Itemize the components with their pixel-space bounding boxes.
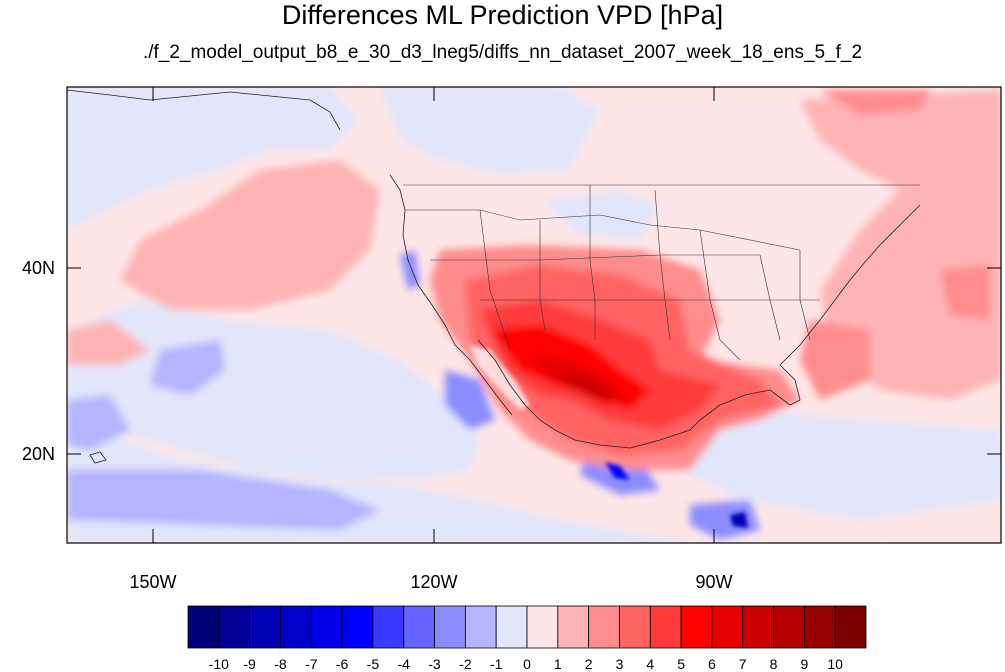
colorbar-tick-label: -8 (274, 656, 287, 672)
colorbar-tick-label: -2 (459, 656, 472, 672)
colorbar-box (619, 605, 651, 649)
colorbar-tick-label: 4 (646, 656, 655, 672)
lon-tick-label: 120W (410, 572, 458, 592)
vpd-difference-field (67, 87, 1001, 543)
colorbar-box (341, 605, 374, 649)
colorbar-box (649, 605, 682, 649)
colorbar-box (280, 605, 312, 649)
colorbar-tick-label: 1 (553, 656, 562, 672)
colorbar-tick-label: -7 (305, 656, 318, 672)
axis-ticks (67, 87, 1001, 543)
colorbar-tick-label: -4 (397, 656, 410, 672)
colorbar-tick-label: 3 (615, 656, 624, 672)
colorbar-tick-label: 5 (677, 656, 685, 672)
colorbar-tick-label: -6 (335, 656, 349, 672)
colorbar-box (249, 605, 281, 649)
colorbar-box (310, 605, 343, 649)
colorbar-box (218, 605, 251, 649)
colorbar-box (495, 605, 528, 649)
colorbar-box (187, 605, 220, 649)
colorbar-tick-label: 10 (827, 656, 843, 672)
lon-tick-label: 150W (129, 572, 177, 592)
plot-title: Differences ML Prediction VPD [hPa] (281, 0, 724, 30)
colorbar-box (588, 605, 620, 649)
map-frame (66, 86, 1002, 544)
colorbar-tick-label: -3 (428, 656, 441, 672)
plot-subtitle: ./f_2_model_output_b8_e_30_d3_lneg5/diff… (142, 42, 863, 63)
colorbar-tick-label: 9 (800, 656, 809, 672)
colorbar (187, 605, 867, 649)
colorbar-box (834, 605, 867, 649)
colorbar-tick-label: 0 (523, 656, 531, 672)
colorbar-tick-label: 7 (738, 656, 747, 672)
colorbar-tick-label: -5 (366, 656, 380, 672)
state-borders (403, 184, 920, 361)
colorbar-box (464, 605, 497, 649)
colorbar-tick-label: -1 (489, 656, 503, 672)
lon-tick-label: 90W (695, 572, 733, 592)
colorbar-box (526, 605, 559, 649)
colorbar-tick-label: 2 (584, 656, 593, 672)
colorbar-box (372, 605, 405, 649)
colorbar-tick-label: 6 (707, 656, 716, 672)
colorbar-box (434, 605, 466, 649)
colorbar-box (557, 605, 590, 649)
colorbar-tick-label: -10 (208, 656, 229, 672)
coastlines (67, 89, 921, 464)
colorbar-box (773, 605, 805, 649)
colorbar-tick-label: 8 (769, 656, 778, 672)
colorbar-box (711, 605, 744, 649)
lat-tick-label: 20N (22, 444, 56, 464)
lat-tick-label: 40N (22, 258, 56, 278)
colorbar-box (680, 605, 713, 649)
colorbar-box (803, 605, 836, 649)
colorbar-tick-label: -9 (243, 656, 256, 672)
colorbar-box (403, 605, 435, 649)
colorbar-box (742, 605, 774, 649)
